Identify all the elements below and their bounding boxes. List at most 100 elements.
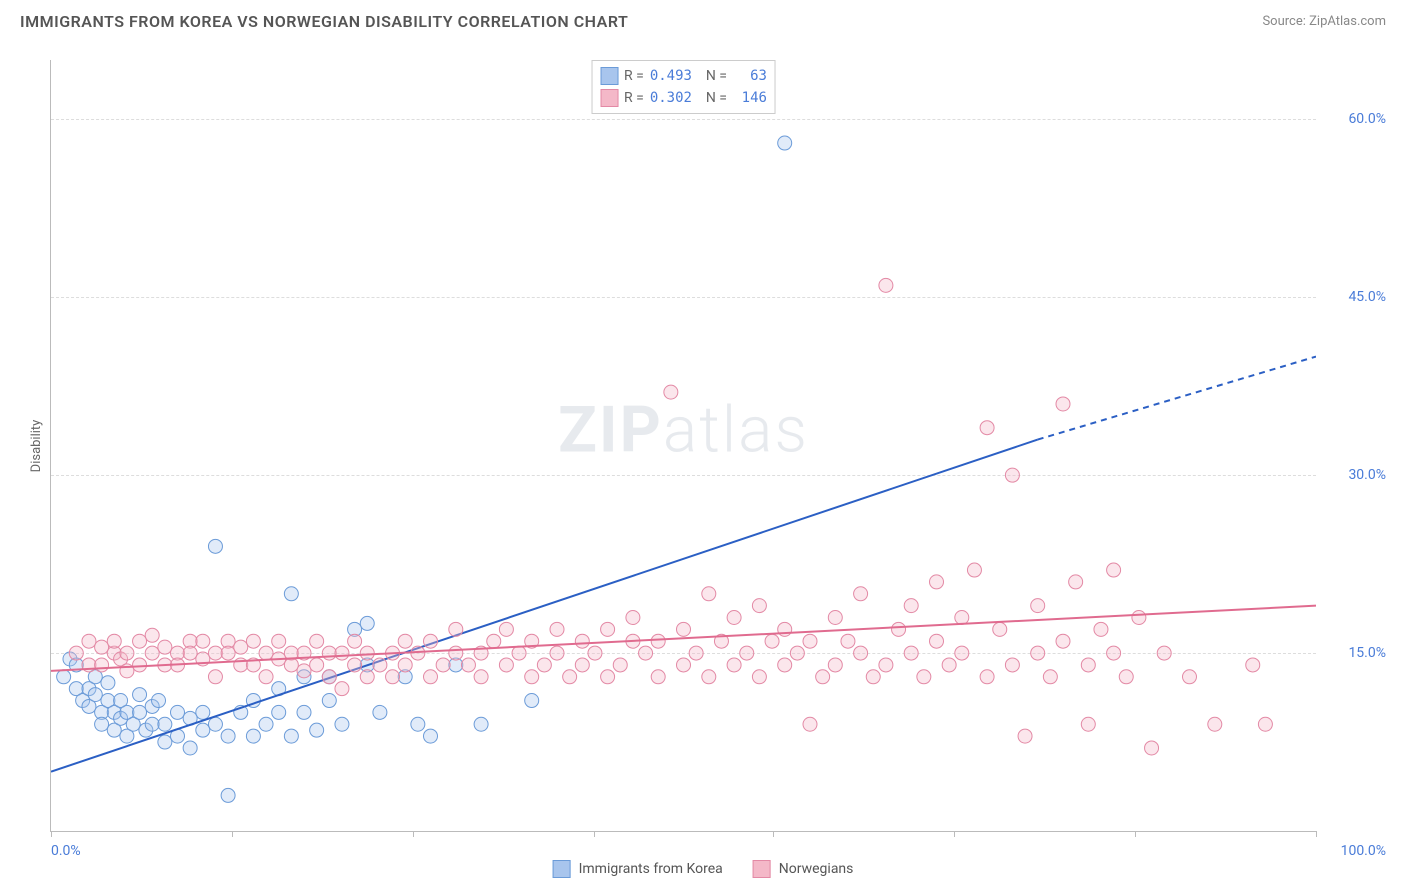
data-point-norwegians: [550, 646, 564, 660]
data-point-korea: [221, 788, 235, 802]
data-point-norwegians: [322, 646, 336, 660]
ytick-label: 15.0%: [1348, 645, 1386, 661]
legend-swatch-korea: [553, 860, 571, 878]
data-point-norwegians: [1018, 729, 1032, 743]
data-point-norwegians: [854, 646, 868, 660]
data-point-norwegians: [95, 658, 109, 672]
data-point-norwegians: [310, 634, 324, 648]
data-point-norwegians: [537, 658, 551, 672]
data-point-korea: [221, 729, 235, 743]
xtick: [1316, 831, 1317, 837]
data-point-korea: [259, 717, 273, 731]
data-point-norwegians: [1094, 622, 1108, 636]
data-point-norwegians: [917, 670, 931, 684]
data-point-norwegians: [664, 385, 678, 399]
data-point-norwegians: [1031, 599, 1045, 613]
trendline-korea: [51, 440, 1038, 772]
legend-r-korea: 0.493: [650, 68, 700, 84]
data-point-norwegians: [259, 646, 273, 660]
data-point-norwegians: [499, 622, 513, 636]
data-point-norwegians: [1056, 397, 1070, 411]
data-point-norwegians: [145, 628, 159, 642]
legend-item-norwegians: Norwegians: [753, 860, 854, 878]
data-point-norwegians: [980, 421, 994, 435]
data-point-korea: [373, 705, 387, 719]
y-axis-label: Disability: [29, 420, 44, 473]
data-point-korea: [310, 723, 324, 737]
data-point-norwegians: [208, 646, 222, 660]
data-point-norwegians: [208, 670, 222, 684]
chart-source: Source: ZipAtlas.com: [1262, 14, 1386, 29]
data-point-norwegians: [335, 646, 349, 660]
data-point-norwegians: [449, 646, 463, 660]
data-point-norwegians: [360, 646, 374, 660]
data-point-norwegians: [1183, 670, 1197, 684]
data-point-korea: [424, 729, 438, 743]
data-point-norwegians: [778, 658, 792, 672]
data-point-norwegians: [1208, 717, 1222, 731]
xtick-label-left: 0.0%: [51, 843, 81, 859]
data-point-norwegians: [1145, 741, 1159, 755]
data-point-norwegians: [841, 634, 855, 648]
data-point-norwegians: [398, 634, 412, 648]
data-point-norwegians: [360, 670, 374, 684]
chart-title: IMMIGRANTS FROM KOREA VS NORWEGIAN DISAB…: [20, 12, 628, 31]
legend-r-label: R =: [624, 68, 644, 84]
data-point-norwegians: [727, 610, 741, 624]
data-point-korea: [57, 670, 71, 684]
data-point-norwegians: [803, 634, 817, 648]
data-point-norwegians: [1069, 575, 1083, 589]
data-point-norwegians: [892, 622, 906, 636]
data-point-norwegians: [1157, 646, 1171, 660]
data-point-norwegians: [904, 646, 918, 660]
data-point-korea: [133, 688, 147, 702]
data-point-korea: [145, 717, 159, 731]
xtick: [773, 831, 774, 837]
data-point-norwegians: [1258, 717, 1272, 731]
data-point-korea: [208, 539, 222, 553]
data-point-korea: [101, 676, 115, 690]
data-point-korea: [152, 694, 166, 708]
data-point-norwegians: [348, 658, 362, 672]
data-point-norwegians: [120, 646, 134, 660]
source-label: Source:: [1262, 14, 1305, 29]
data-point-norwegians: [246, 634, 260, 648]
data-point-norwegians: [702, 670, 716, 684]
data-point-norwegians: [348, 634, 362, 648]
data-point-norwegians: [221, 646, 235, 660]
data-point-norwegians: [1107, 563, 1121, 577]
data-point-norwegians: [816, 670, 830, 684]
data-point-norwegians: [967, 563, 981, 577]
data-point-norwegians: [310, 658, 324, 672]
xtick: [594, 831, 595, 837]
legend-swatch-korea: [600, 67, 618, 85]
data-point-norwegians: [740, 646, 754, 660]
data-point-norwegians: [677, 622, 691, 636]
data-point-korea: [284, 587, 298, 601]
data-point-korea: [360, 616, 374, 630]
data-point-norwegians: [1246, 658, 1260, 672]
data-point-norwegians: [942, 658, 956, 672]
data-point-norwegians: [474, 670, 488, 684]
data-point-norwegians: [1107, 646, 1121, 660]
data-point-korea: [196, 723, 210, 737]
chart-header: IMMIGRANTS FROM KOREA VS NORWEGIAN DISAB…: [0, 0, 1406, 39]
source-link[interactable]: ZipAtlas.com: [1309, 14, 1386, 29]
data-point-norwegians: [196, 634, 210, 648]
data-point-norwegians: [980, 670, 994, 684]
data-point-norwegians: [588, 646, 602, 660]
data-point-korea: [297, 705, 311, 719]
data-point-norwegians: [335, 682, 349, 696]
data-point-norwegians: [284, 658, 298, 672]
legend-label-korea: Immigrants from Korea: [579, 861, 723, 877]
data-point-norwegians: [1119, 670, 1133, 684]
data-point-norwegians: [107, 634, 121, 648]
xtick: [954, 831, 955, 837]
legend-row-korea: R = 0.493 N = 63: [600, 65, 767, 87]
data-point-norwegians: [1005, 658, 1019, 672]
data-point-norwegians: [95, 640, 109, 654]
data-point-norwegians: [765, 634, 779, 648]
data-point-norwegians: [866, 670, 880, 684]
data-point-norwegians: [677, 658, 691, 672]
data-point-norwegians: [879, 278, 893, 292]
